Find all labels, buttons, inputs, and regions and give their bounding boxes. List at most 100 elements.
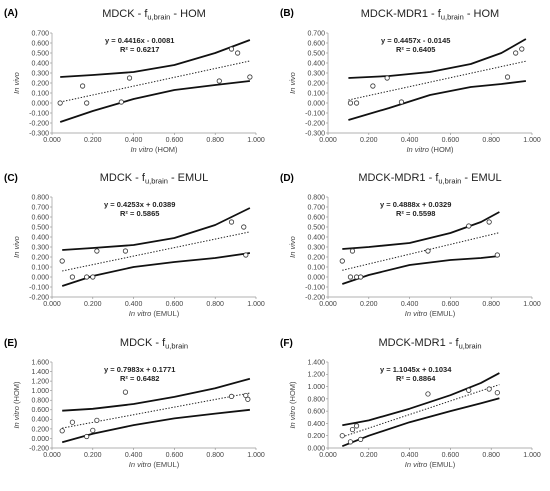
- trendline: [342, 232, 500, 271]
- y-tick-label: 0.100: [307, 90, 325, 97]
- trendline: [342, 384, 500, 438]
- data-point: [59, 428, 65, 434]
- chart-panel-b: (B) MDCK-MDR1 - fu,brain - HOM -0.300 -0.20…: [280, 8, 541, 154]
- chart-panel-b-title: MDCK-MDR1 - fu,brain - HOM: [361, 8, 499, 22]
- chart-panel-b-y-axis-label: In vivo: [288, 72, 297, 94]
- x-tick-label: 0.000: [43, 301, 61, 308]
- chart-panel-e-regression-equation: y = 0.7983x + 0.1771: [104, 365, 175, 374]
- x-tick-label: 0.600: [166, 137, 184, 144]
- data-point: [59, 258, 65, 264]
- data-point: [80, 83, 86, 89]
- y-tick-label: 0.700: [31, 30, 49, 37]
- x-tick-label: 1.000: [247, 452, 265, 459]
- chart-panel-d-r-squared: R² = 0.5598: [396, 209, 435, 218]
- chart-panel-e-r-squared: R² = 0.6482: [120, 374, 159, 383]
- y-tick-label: 0.600: [307, 40, 325, 47]
- y-tick-label: 0.800: [31, 194, 49, 201]
- chart-panel-e-label: (E): [4, 338, 17, 349]
- confidence-band-lower: [348, 80, 527, 121]
- data-point: [358, 274, 364, 280]
- y-tick-label: 1.000: [31, 388, 49, 395]
- y-tick-label: 0.600: [31, 40, 49, 47]
- y-tick-label: 0.500: [307, 50, 325, 57]
- y-tick-label: 0.700: [307, 204, 325, 211]
- data-point: [84, 433, 90, 440]
- data-point: [347, 439, 354, 445]
- y-tick-label: 1.400: [307, 359, 325, 366]
- data-point: [94, 417, 100, 423]
- chart-panel-e-y-axis-label: In vitro (HOM): [12, 381, 21, 429]
- y-tick-label: 1.200: [307, 372, 325, 379]
- x-tick-label: 0.600: [166, 452, 184, 459]
- y-tick-label: -0.100: [305, 110, 325, 117]
- chart-panel-b-x-axis-label: In vitro (HOM): [406, 145, 454, 154]
- y-tick-label: 0.800: [31, 398, 49, 405]
- data-point: [126, 75, 133, 81]
- y-tick-label: 0.200: [31, 254, 49, 261]
- x-tick-label: 0.400: [401, 452, 419, 459]
- chart-panel-a-r-squared: R² = 0.6217: [120, 45, 159, 54]
- trendline: [62, 392, 250, 429]
- chart-panel-f-title: MDCK-MDR1 - fu,brain: [379, 337, 482, 351]
- x-tick-label: 0.400: [125, 452, 143, 459]
- y-tick-label: 0.000: [31, 100, 49, 107]
- x-tick-label: 0.000: [43, 137, 61, 144]
- x-tick-label: 0.200: [360, 301, 378, 308]
- y-tick-label: 0.000: [307, 100, 325, 107]
- y-tick-label: 0.100: [31, 264, 49, 271]
- y-tick-label: 0.000: [307, 445, 325, 452]
- x-tick-label: 0.000: [43, 452, 61, 459]
- y-tick-label: 0.200: [307, 80, 325, 87]
- x-tick-label: 0.800: [206, 137, 224, 144]
- y-tick-label: 0.300: [307, 70, 325, 77]
- y-tick-label: 0.500: [307, 224, 325, 231]
- data-point: [384, 75, 390, 81]
- y-tick-label: 0.200: [31, 426, 49, 433]
- confidence-band-upper: [62, 377, 251, 412]
- y-tick-label: 1.600: [31, 359, 49, 366]
- chart-panel-a-y-axis-label: In vivo: [12, 72, 21, 94]
- chart-panel-c-y-axis-label: In vivo: [12, 236, 21, 258]
- data-point: [228, 219, 235, 225]
- trendline: [348, 60, 526, 101]
- data-point: [504, 74, 511, 80]
- data-point: [90, 274, 96, 280]
- x-tick-label: 1.000: [523, 301, 541, 308]
- x-tick-label: 0.600: [442, 137, 460, 144]
- data-point: [84, 274, 90, 280]
- y-tick-label: 0.400: [31, 417, 49, 424]
- y-tick-label: 0.800: [307, 194, 325, 201]
- data-point: [486, 386, 492, 392]
- y-tick-label: -0.200: [29, 445, 49, 452]
- y-tick-label: 0.400: [307, 60, 325, 67]
- chart-panel-f-label: (F): [280, 338, 293, 349]
- data-point: [216, 78, 222, 84]
- data-point: [69, 274, 76, 280]
- data-point: [247, 74, 253, 80]
- chart-panel-d-regression-equation: y = 0.4888x + 0.0329: [380, 200, 451, 209]
- x-tick-label: 0.200: [360, 137, 378, 144]
- y-tick-label: -0.200: [305, 294, 325, 301]
- chart-panel-a: (A) MDCK - fu,brain - HOM -0.300 -0.200 -0.1…: [4, 8, 265, 154]
- chart-panel-f-x-axis-label: In vitro (EMUL): [405, 460, 456, 469]
- y-tick-label: 0.400: [307, 234, 325, 241]
- y-tick-label: -0.200: [29, 294, 49, 301]
- data-point: [241, 224, 247, 230]
- confidence-band-lower: [59, 80, 251, 123]
- x-tick-label: 0.400: [125, 301, 143, 308]
- y-tick-label: 0.400: [31, 234, 49, 241]
- data-point: [339, 258, 345, 264]
- confidence-band-upper: [342, 372, 500, 427]
- chart-panel-c-title: MDCK - fu,brain - EMUL: [100, 172, 209, 186]
- chart-panel-d-x-axis-label: In vitro (EMUL): [405, 309, 456, 318]
- data-point: [94, 248, 100, 254]
- chart-panel-e-title: MDCK - fu,brain: [120, 337, 188, 351]
- y-tick-label: -0.100: [29, 110, 49, 117]
- data-point: [122, 389, 129, 395]
- chart-panel-a-label: (A): [4, 8, 18, 19]
- data-point: [425, 391, 431, 397]
- x-tick-label: 0.600: [166, 301, 184, 308]
- y-tick-label: 1.000: [307, 384, 325, 391]
- chart-panel-a-regression-equation: y = 0.4416x - 0.0081: [105, 36, 174, 45]
